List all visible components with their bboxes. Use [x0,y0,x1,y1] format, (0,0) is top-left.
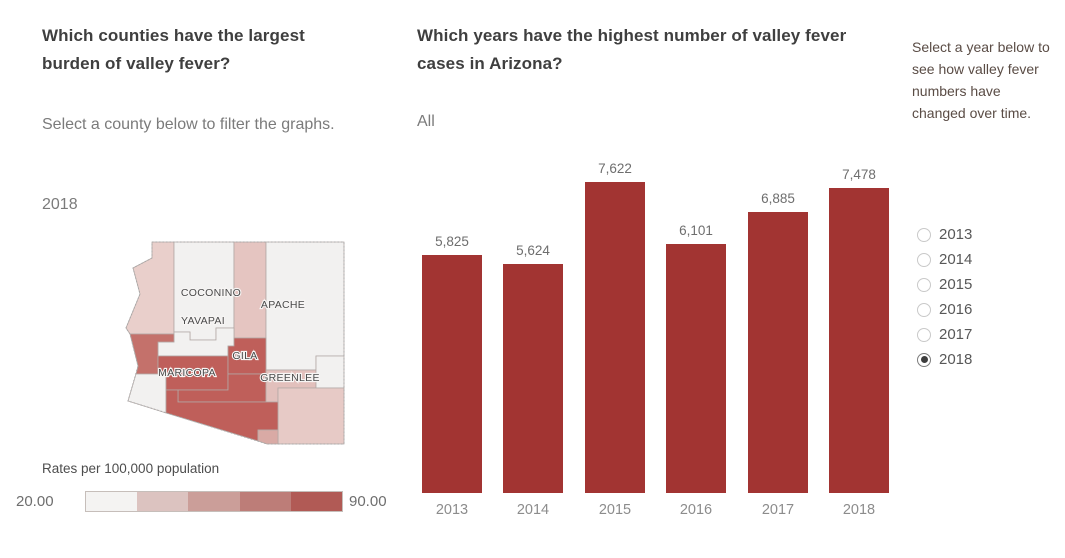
year-radio-group: 2013 2014 2015 2016 2017 2018 [917,222,972,372]
legend-swatch [239,492,291,511]
x-axis-label: 2016 [679,502,713,518]
x-axis-label: 2017 [761,502,795,518]
year-radio-2017[interactable]: 2017 [917,322,972,347]
legend-title: Rates per 100,000 population [42,461,220,476]
radio-unselected-icon[interactable] [917,302,931,317]
bar-plot: 5,825 5,624 7,622 6,101 6,885 7,478 [417,150,899,493]
year-radio-2018[interactable]: 2018 [917,347,972,372]
bar-2016[interactable] [666,244,726,493]
year-radio-label: 2018 [939,351,973,368]
bar-2018[interactable] [829,188,889,493]
bar-2014[interactable] [503,264,563,493]
year-selector-instruction: Select a year below to see how valley fe… [912,39,1050,121]
bar-value-label: 6,885 [761,191,795,206]
center-panel-title: Which years have the highest number of v… [417,26,847,73]
bar-value-label: 5,825 [435,234,469,249]
year-radio-label: 2013 [939,226,973,243]
radio-dot [921,281,928,288]
x-axis-label: 2015 [598,502,632,518]
year-radio-label: 2016 [939,301,973,318]
radio-unselected-icon[interactable] [917,227,931,242]
x-axis-label: 2018 [842,502,876,518]
county-label-apache: APACHE [261,299,305,311]
bar-value-label: 7,622 [598,161,632,176]
year-radio-label: 2017 [939,326,973,343]
map-year-label: 2018 [42,196,78,213]
legend-swatch [290,492,343,511]
x-axis-label: 2014 [516,502,550,518]
year-radio-2016[interactable]: 2016 [917,297,972,322]
legend-swatch [137,492,189,511]
legend-swatch [86,492,138,511]
radio-unselected-icon[interactable] [917,277,931,292]
year-radio-2014[interactable]: 2014 [917,247,972,272]
county-mohave[interactable] [125,241,175,335]
radio-dot [921,306,928,313]
bar-value-label: 6,101 [679,223,713,238]
color-legend-ramp [85,491,343,512]
county-label-coconino: COCONINO [181,287,241,299]
left-panel-subtitle: Select a county below to filter the grap… [42,116,335,133]
state-outline [125,241,345,445]
left-panel-title: Which counties have the largest burden o… [42,26,305,73]
radio-dot [920,356,928,363]
bar-value-label: 7,478 [842,167,876,182]
bar-2017[interactable] [748,212,808,493]
cases-by-year-bar-chart: 5,825 5,624 7,622 6,101 6,885 7,478 2013 2014 2… [417,150,899,535]
county-greenlee[interactable] [315,355,345,389]
year-radio-2015[interactable]: 2015 [917,272,972,297]
county-label-greenlee: GREENLEE [260,372,320,384]
bar-value-label: 5,624 [516,243,550,258]
x-axis-label: 2013 [435,502,469,518]
radio-unselected-icon[interactable] [917,327,931,342]
radio-dot [921,256,928,263]
county-label-maricopa: MARICOPA [158,367,216,379]
county-label-gila: GILA [232,350,257,362]
filter-readout: All [417,113,435,130]
bar-2013[interactable] [422,255,482,493]
year-radio-2013[interactable]: 2013 [917,222,972,247]
legend-max-label: 90.00 [349,493,387,510]
legend-min-label: 20.00 [16,493,54,510]
year-radio-label: 2015 [939,276,973,293]
county-cochise[interactable] [277,387,345,445]
arizona-county-map: COCONINO APACHE YAVAPAI GILA MARICOPA GREENLE… [116,238,346,453]
radio-selected-icon[interactable] [917,352,931,367]
legend-swatch [188,492,240,511]
year-radio-label: 2014 [939,251,973,268]
choropleth-map-svg: COCONINO APACHE YAVAPAI GILA MARICOPA GREENLE… [125,241,345,445]
radio-dot [921,331,928,338]
radio-unselected-icon[interactable] [917,252,931,267]
bar-2015[interactable] [585,182,645,493]
radio-dot [921,231,928,238]
county-label-yavapai: YAVAPAI [181,315,225,327]
